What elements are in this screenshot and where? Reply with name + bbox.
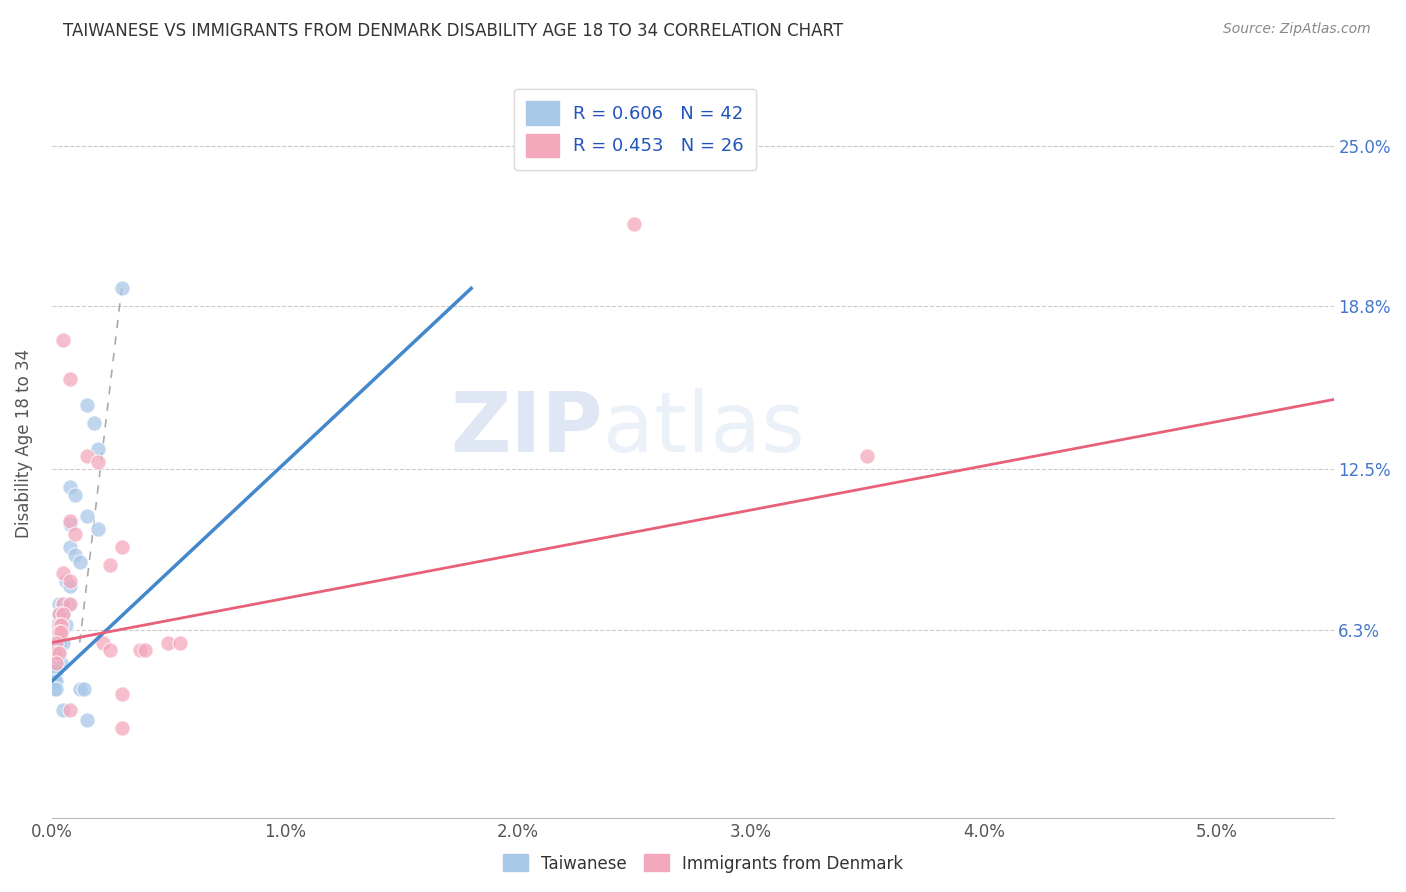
Text: Source: ZipAtlas.com: Source: ZipAtlas.com <box>1223 22 1371 37</box>
Point <box>157 635 180 649</box>
Point <box>87 522 110 536</box>
Point <box>59 703 82 717</box>
Point <box>76 713 98 727</box>
Point <box>59 516 82 531</box>
Point <box>45 682 67 697</box>
Point <box>83 416 105 430</box>
Point <box>45 635 67 649</box>
Point <box>59 579 82 593</box>
Point <box>111 540 134 554</box>
Point <box>63 488 86 502</box>
Point <box>76 508 98 523</box>
Point <box>52 607 75 622</box>
Point <box>623 217 645 231</box>
Point <box>45 674 67 689</box>
Point <box>49 617 72 632</box>
Point <box>56 597 79 611</box>
Point <box>59 597 82 611</box>
Point <box>45 657 67 671</box>
Point <box>169 635 191 649</box>
Point <box>87 454 110 468</box>
Point <box>48 635 70 649</box>
Text: ZIP: ZIP <box>450 388 603 469</box>
Point <box>49 617 72 632</box>
Legend: R = 0.606   N = 42, R = 0.453   N = 26: R = 0.606 N = 42, R = 0.453 N = 26 <box>513 89 756 169</box>
Point <box>76 398 98 412</box>
Point <box>98 643 121 657</box>
Point <box>111 281 134 295</box>
Point <box>48 617 70 632</box>
Point <box>45 625 67 640</box>
Point <box>52 597 75 611</box>
Text: atlas: atlas <box>603 388 804 469</box>
Point <box>111 687 134 701</box>
Point <box>48 646 70 660</box>
Point <box>48 646 70 660</box>
Point <box>59 480 82 494</box>
Point <box>48 597 70 611</box>
Point <box>52 333 75 347</box>
Point <box>45 635 67 649</box>
Point <box>76 450 98 464</box>
Point <box>63 527 86 541</box>
Point <box>69 682 91 697</box>
Point <box>69 556 91 570</box>
Point <box>856 450 879 464</box>
Point <box>52 566 75 580</box>
Y-axis label: Disability Age 18 to 34: Disability Age 18 to 34 <box>15 349 32 538</box>
Point <box>87 442 110 456</box>
Text: TAIWANESE VS IMMIGRANTS FROM DENMARK DISABILITY AGE 18 TO 34 CORRELATION CHART: TAIWANESE VS IMMIGRANTS FROM DENMARK DIS… <box>63 22 844 40</box>
Point <box>48 607 70 622</box>
Point <box>52 607 75 622</box>
Point <box>73 682 96 697</box>
Point <box>45 646 67 660</box>
Point <box>45 646 67 660</box>
Point <box>42 682 65 697</box>
Point <box>49 625 72 640</box>
Point <box>48 607 70 622</box>
Point <box>98 558 121 572</box>
Point <box>55 617 77 632</box>
Point <box>49 657 72 671</box>
Point <box>42 657 65 671</box>
Point <box>49 625 72 640</box>
Point <box>134 643 156 657</box>
Point <box>42 664 65 678</box>
Point <box>52 703 75 717</box>
Point <box>52 635 75 649</box>
Point <box>111 721 134 735</box>
Point <box>48 625 70 640</box>
Point <box>59 540 82 554</box>
Point <box>59 514 82 528</box>
Point <box>59 372 82 386</box>
Point <box>45 617 67 632</box>
Point <box>42 674 65 689</box>
Point <box>52 597 75 611</box>
Point <box>129 643 152 657</box>
Point <box>91 635 114 649</box>
Point <box>63 548 86 562</box>
Legend: Taiwanese, Immigrants from Denmark: Taiwanese, Immigrants from Denmark <box>496 847 910 880</box>
Point <box>59 574 82 588</box>
Point <box>55 574 77 588</box>
Point <box>45 664 67 678</box>
Point <box>45 657 67 671</box>
